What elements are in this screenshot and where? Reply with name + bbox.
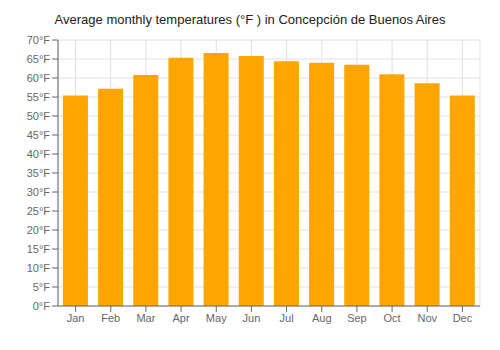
- svg-text:20°F: 20°F: [27, 224, 51, 236]
- svg-text:50°F: 50°F: [27, 110, 51, 122]
- svg-text:Apr: Apr: [173, 312, 190, 324]
- svg-text:30°F: 30°F: [27, 186, 51, 198]
- svg-text:70°F: 70°F: [27, 34, 51, 46]
- html-text:Average monthly temperatures (: Average monthly temperatures (°F ) in Co…: [54, 12, 446, 27]
- svg-text:60°F: 60°F: [27, 72, 51, 84]
- svg-text:45°F: 45°F: [27, 129, 51, 141]
- svg-text:May: May: [206, 312, 227, 324]
- svg-text:Jun: Jun: [243, 312, 261, 324]
- svg-text:55°F: 55°F: [27, 91, 51, 103]
- svg-text:40°F: 40°F: [27, 148, 51, 160]
- svg-text:25°F: 25°F: [27, 205, 51, 217]
- svg-text:Sep: Sep: [347, 312, 367, 324]
- svg-text:5°F: 5°F: [33, 281, 51, 293]
- svg-text:Jul: Jul: [280, 312, 294, 324]
- svg-text:Oct: Oct: [384, 312, 401, 324]
- svg-text:Dec: Dec: [453, 312, 473, 324]
- svg-text:Feb: Feb: [101, 312, 120, 324]
- svg-text:Nov: Nov: [417, 312, 437, 324]
- svg-text:Jan: Jan: [67, 312, 85, 324]
- svg-text:Mar: Mar: [136, 312, 155, 324]
- svg-text:15°F: 15°F: [27, 243, 51, 255]
- svg-text:Aug: Aug: [312, 312, 332, 324]
- svg-text:65°F: 65°F: [27, 53, 51, 65]
- svg-text:0°F: 0°F: [33, 300, 51, 312]
- svg-text:35°F: 35°F: [27, 167, 51, 179]
- svg-text:10°F: 10°F: [27, 262, 51, 274]
